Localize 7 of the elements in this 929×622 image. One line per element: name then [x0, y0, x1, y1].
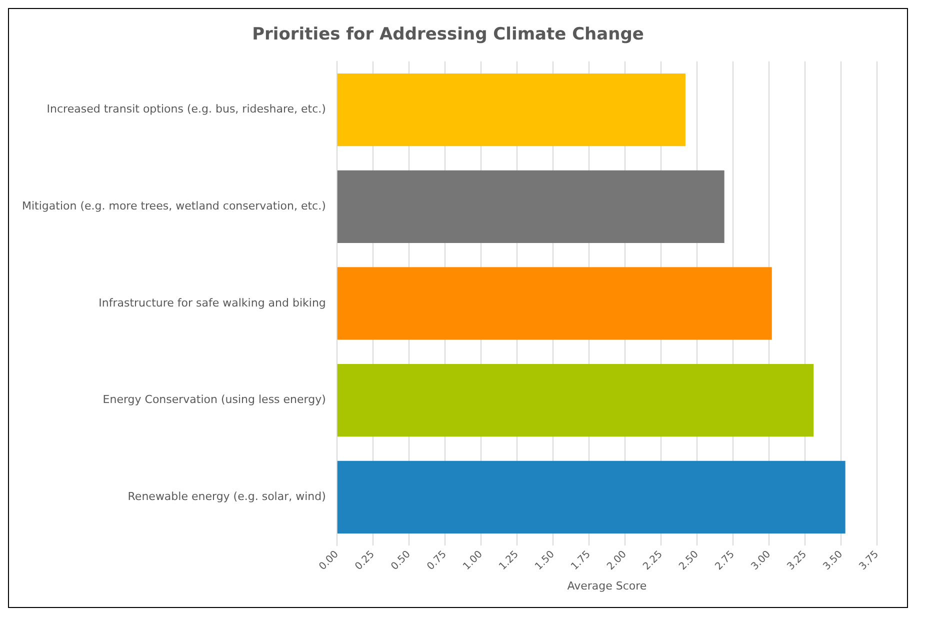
y-tick-label: Increased transit options (e.g. bus, rideshare, etc.) [46, 102, 326, 116]
x-axis-title: Average Score [567, 579, 647, 592]
y-tick-label: Mitigation (e.g. more trees, wetland conservation, etc.) [22, 200, 326, 213]
chart-title: Priorities for Addressing Climate Change [252, 24, 644, 45]
y-tick-label: Infrastructure for safe walking and biking [98, 296, 326, 310]
y-tick-label: Renewable energy (e.g. solar, wind) [128, 490, 326, 504]
y-tick-label: Energy Conservation (using less energy) [102, 393, 326, 406]
